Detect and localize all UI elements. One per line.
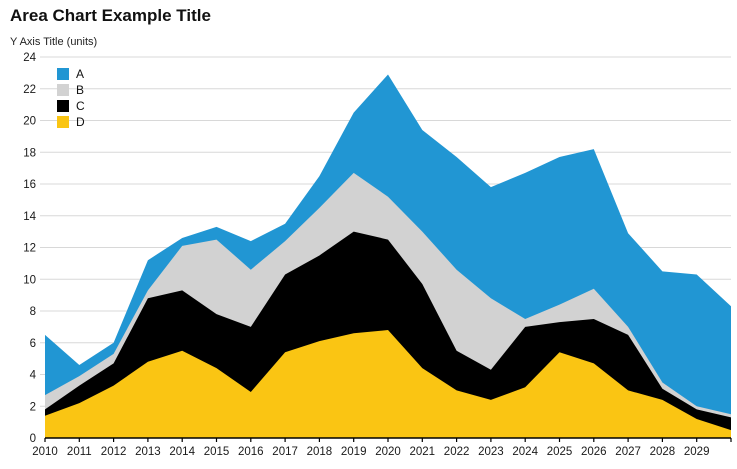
x-tick-label-2022: 2022: [444, 446, 470, 458]
x-tick-label-2029: 2029: [684, 446, 710, 458]
y-tick-label-12: 12: [23, 243, 36, 255]
x-tick-label-2016: 2016: [238, 446, 264, 458]
x-tick-label-2019: 2019: [341, 446, 367, 458]
x-tick-label-2018: 2018: [307, 446, 333, 458]
legend-label-c: C: [76, 99, 85, 113]
y-tick-label-4: 4: [30, 370, 37, 382]
legend-label-b: B: [76, 83, 85, 97]
y-tick-label-22: 22: [23, 84, 36, 96]
x-tick-label-2024: 2024: [512, 446, 538, 458]
x-tick-label-2012: 2012: [101, 446, 127, 458]
chart-title: Area Chart Example Title: [10, 6, 211, 25]
y-tick-label-20: 20: [23, 116, 36, 128]
x-tick-label-2017: 2017: [272, 446, 298, 458]
y-tick-label-14: 14: [23, 211, 36, 223]
legend-swatch-b-icon: [57, 84, 69, 96]
x-tick-label-2023: 2023: [478, 446, 504, 458]
x-tick-label-2028: 2028: [650, 446, 676, 458]
y-tick-label-24: 24: [23, 52, 36, 64]
legend: A B C D: [57, 66, 85, 130]
x-tick-label-2025: 2025: [547, 446, 573, 458]
x-tick-label-2014: 2014: [169, 446, 195, 458]
y-tick-label-8: 8: [30, 306, 36, 318]
y-tick-label-10: 10: [23, 274, 36, 286]
legend-label-d: D: [76, 115, 85, 129]
y-tick-label-18: 18: [23, 147, 36, 159]
y-tick-label-16: 16: [23, 179, 36, 191]
legend-swatch-a-icon: [57, 68, 69, 80]
area-series-d: [45, 330, 731, 438]
legend-swatch-d-icon: [57, 116, 69, 128]
legend-label-a: A: [76, 67, 85, 81]
x-tick-label-2011: 2011: [67, 446, 92, 458]
legend-swatch-c-icon: [57, 100, 69, 112]
legend-item-a: A: [57, 66, 85, 82]
legend-item-d: D: [57, 114, 85, 130]
legend-item-b: B: [57, 82, 85, 98]
x-tick-label-2013: 2013: [135, 446, 161, 458]
legend-item-c: C: [57, 98, 85, 114]
x-tick-label-2021: 2021: [410, 446, 436, 458]
y-axis-title: Y Axis Title (units): [10, 36, 98, 48]
x-tick-label-2015: 2015: [204, 446, 230, 458]
x-tick-label-2010: 2010: [32, 446, 58, 458]
y-tick-label-6: 6: [30, 338, 36, 350]
x-tick-label-2027: 2027: [615, 446, 641, 458]
y-tick-label-0: 0: [30, 433, 36, 445]
x-tick-label-2026: 2026: [581, 446, 607, 458]
y-tick-label-2: 2: [30, 401, 36, 413]
x-tick-label-2020: 2020: [375, 446, 401, 458]
